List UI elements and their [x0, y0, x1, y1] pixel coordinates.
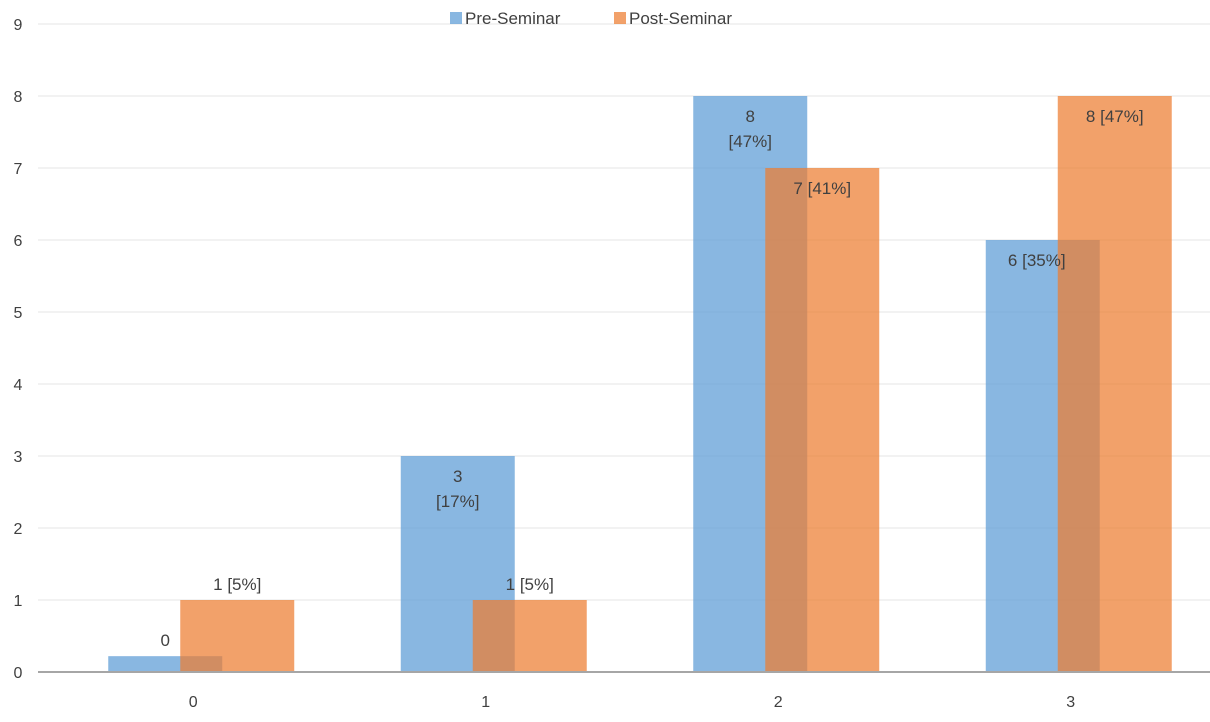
- bar-post-seminar-0: [180, 600, 295, 672]
- data-label: 1 [5%]: [213, 575, 261, 594]
- legend-label: Pre-Seminar: [465, 9, 561, 28]
- data-label: 3: [453, 467, 462, 486]
- data-label: 0: [161, 631, 170, 650]
- bars: [108, 96, 1172, 672]
- y-tick-label: 9: [14, 17, 23, 34]
- legend-swatch-pre-seminar: [450, 12, 462, 24]
- bar-post-seminar-1: [472, 600, 587, 672]
- y-tick-label: 3: [14, 449, 23, 466]
- y-tick-label: 7: [14, 161, 23, 178]
- bar-post-seminar-2: [765, 168, 880, 672]
- x-tick-label: 0: [189, 694, 198, 711]
- data-label: [47%]: [729, 132, 772, 151]
- data-label: 8 [47%]: [1086, 107, 1144, 126]
- data-label: 6 [35%]: [1008, 251, 1066, 270]
- data-label: 7 [41%]: [793, 179, 851, 198]
- x-axis-ticks: 0 1 2 3: [189, 694, 1076, 711]
- legend-label: Post-Seminar: [629, 9, 732, 28]
- x-tick-label: 1: [481, 694, 490, 711]
- y-tick-label: 1: [14, 593, 23, 610]
- legend-swatch-post-seminar: [614, 12, 626, 24]
- data-label: [17%]: [436, 492, 479, 511]
- y-tick-label: 0: [14, 665, 23, 682]
- y-axis-ticks: 0 1 2 3 4 5 6 7 8 9: [14, 17, 23, 682]
- legend: Pre-Seminar Post-Seminar: [450, 9, 732, 28]
- data-label: 1 [5%]: [506, 575, 554, 594]
- y-tick-label: 5: [14, 305, 23, 322]
- y-tick-label: 6: [14, 233, 23, 250]
- y-tick-label: 2: [14, 521, 23, 538]
- bar-post-seminar-3: [1057, 96, 1172, 672]
- x-tick-label: 2: [774, 694, 783, 711]
- x-tick-label: 3: [1066, 694, 1075, 711]
- data-label: 8: [746, 107, 755, 126]
- data-labels: 0 3 [17%] 8 [47%] 6 [35%] 1 [5%] 1 [5%] 7 [41%] 8…: [161, 107, 1144, 650]
- y-tick-label: 8: [14, 89, 23, 106]
- y-tick-label: 4: [14, 377, 23, 394]
